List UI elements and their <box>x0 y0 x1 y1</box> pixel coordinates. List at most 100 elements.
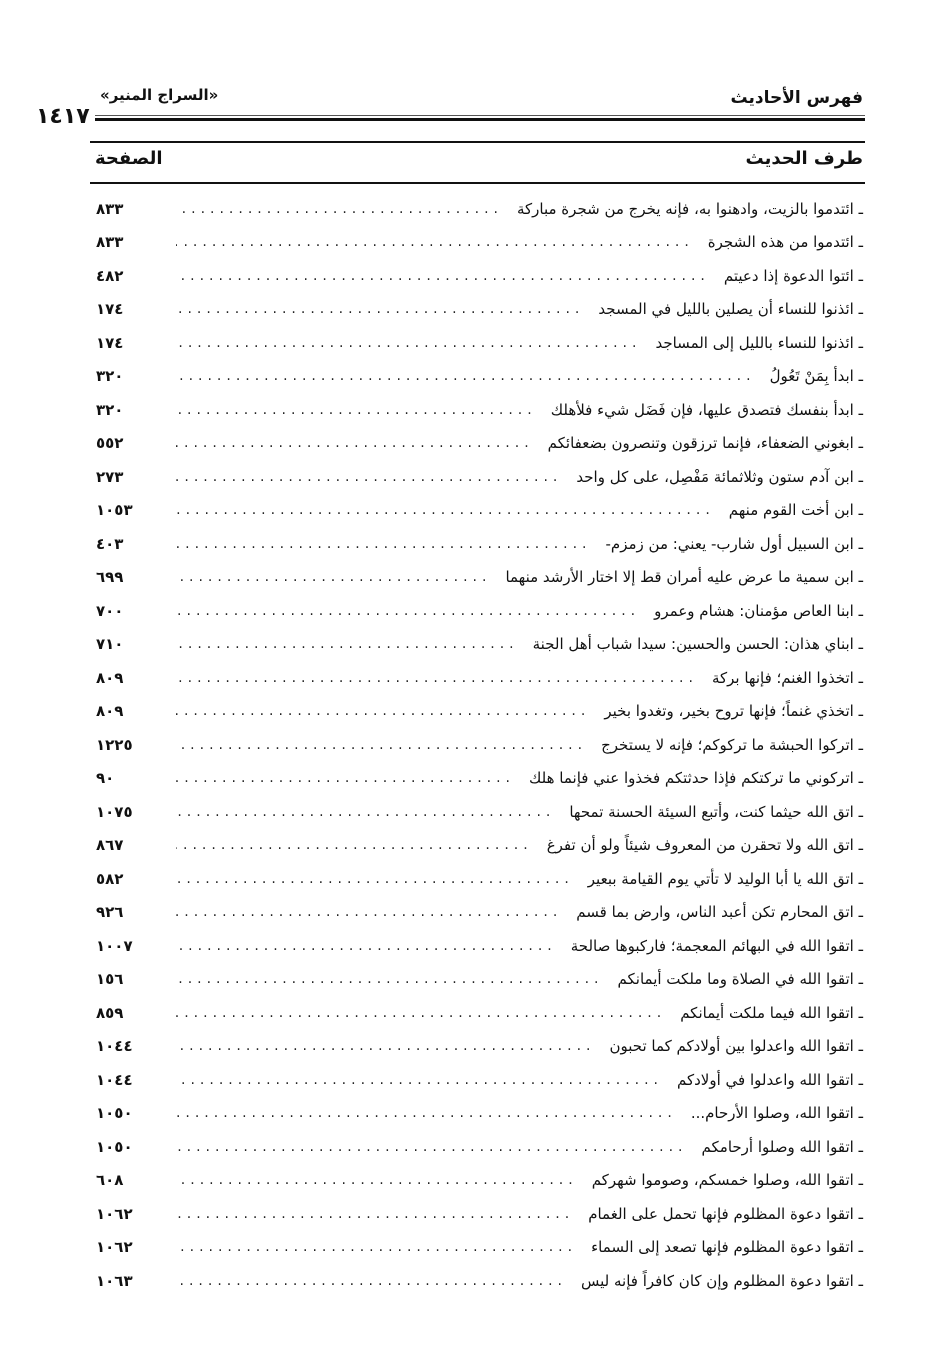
hadith-text: ـ اتقوا الله في الصلاة وما ملكت أيمانكم <box>617 970 863 989</box>
page-ref: ١٠٦٢ <box>96 1238 133 1257</box>
page-ref: ٨٠٩ <box>96 702 124 721</box>
index-entry: ـ ابن سمية ما عرض عليه أمران قط إلا اختا… <box>92 561 863 595</box>
hadith-text: ـ اتق المحارم تكن أعبد الناس، وارض بما ق… <box>576 903 863 922</box>
index-entry: ـ اتركوني ما تركتكم فإذا حدثتكم فخذوا عن… <box>92 762 863 796</box>
leader-dots: ........................................… <box>176 301 585 318</box>
index-entry: ـ ابناي هذان: الحسن والحسين: سيدا شباب أ… <box>92 628 863 662</box>
header-rule-thin <box>95 115 865 116</box>
leader-dots: ........................................… <box>176 971 604 988</box>
hadith-text: ـ اتقوا الله، وصلوا خمسكم، وصوموا شهركم <box>591 1171 863 1190</box>
hadith-text: ـ اتقوا الله في البهائم المعجمة؛ فاركبوه… <box>570 936 863 955</box>
page-ref: ٨٥٩ <box>96 1003 124 1022</box>
leader-dots: ........................................… <box>176 803 556 820</box>
index-entry: ـ ابنا العاص مؤمنان: هشام وعمرو.........… <box>92 594 863 628</box>
page-ref: ٤٨٢ <box>96 266 124 285</box>
leader-dots: ........................................… <box>176 904 563 921</box>
hadith-text: ـ ابن آدم ستون وثلاثمائة مَفْصِل، على كل… <box>576 467 863 486</box>
hadith-text: ـ اتق الله يا أبا الوليد لا تأتي يوم الق… <box>587 869 863 888</box>
leader-dots: ........................................… <box>176 1138 688 1155</box>
index-entry: ـ اتقوا الله في الصلاة وما ملكت أيمانكم.… <box>92 963 863 997</box>
leader-dots: ........................................… <box>176 1239 578 1256</box>
table-top-rule <box>90 141 865 143</box>
leader-dots: ........................................… <box>176 569 492 586</box>
index-entry: ـ اتق الله يا أبا الوليد لا تأتي يوم الق… <box>92 862 863 896</box>
leader-dots: ........................................… <box>176 1038 596 1055</box>
index-entry: ـ اتقوا الله فيما ملكت أيمانكم..........… <box>92 996 863 1030</box>
page-ref: ١٧٤ <box>96 300 124 319</box>
leader-dots: ........................................… <box>176 435 534 452</box>
page-ref: ١٢٢٥ <box>96 735 133 754</box>
leader-dots: ........................................… <box>176 267 710 284</box>
page-number: ١٤١٧ <box>36 104 90 129</box>
leader-dots: ........................................… <box>176 770 516 787</box>
leader-dots: ........................................… <box>176 703 591 720</box>
hadith-text: ـ ابناي هذان: الحسن والحسين: سيدا شباب أ… <box>532 635 863 654</box>
index-entry: ـ اتخذوا الغنم؛ فإنها بركة..............… <box>92 661 863 695</box>
index-entry: ـ اتق الله ولا تحقرن من المعروف شيئاً ول… <box>92 829 863 863</box>
page-ref: ٢٧٣ <box>96 467 124 486</box>
index-entry: ـ اتق الله حيثما كنت، وأتبع السيئة الحسن… <box>92 795 863 829</box>
leader-dots: ........................................… <box>176 1172 578 1189</box>
leader-dots: ........................................… <box>176 401 537 418</box>
index-entry: ـ اتقوا الله وصلوا أرحامكم..............… <box>92 1130 863 1164</box>
index-entry: ـ اتقوا الله في البهائم المعجمة؛ فاركبوه… <box>92 929 863 963</box>
leader-dots: ........................................… <box>176 636 519 653</box>
page-ref: ١٠٦٢ <box>96 1204 133 1223</box>
index-entry: ـ ائذنوا للنساء بالليل إلى المساجد......… <box>92 326 863 360</box>
index-entry: ـ اتقوا الله، وصلوا خمسكم، وصوموا شهركم.… <box>92 1164 863 1198</box>
page-ref: ٨٦٧ <box>96 836 124 855</box>
index-entry: ـ ابن أخت القوم منهم....................… <box>92 494 863 528</box>
index-entry: ـ اتق المحارم تكن أعبد الناس، وارض بما ق… <box>92 896 863 930</box>
index-entry: ـ اتخذي غنماً؛ فإنها تروح بخير، وتغدوا ب… <box>92 695 863 729</box>
leader-dots: ........................................… <box>176 1004 667 1021</box>
page-ref: ٥٨٢ <box>96 869 124 888</box>
page-ref: ١٠٤٤ <box>96 1037 133 1056</box>
hadith-text: ـ اتقوا الله واعدلوا بين أولادكم كما تحب… <box>609 1037 863 1056</box>
running-header-book: «السراج المنير» <box>100 86 219 104</box>
leader-dots: ........................................… <box>176 234 694 251</box>
index-entry: ـ ابدأ بنفسك فتصدق عليها، فإن فَضَل شيء … <box>92 393 863 427</box>
leader-dots: ........................................… <box>176 1105 677 1122</box>
page-ref: ٨٠٩ <box>96 668 124 687</box>
hadith-text: ـ ائتوا الدعوة إذا دعيتم <box>723 266 863 285</box>
index-entry: ـ اتركوا الحبشة ما تركوكم؛ فإنه لا يستخر… <box>92 728 863 762</box>
leader-dots: ........................................… <box>176 1071 663 1088</box>
page-ref: ١٠٥٠ <box>96 1104 133 1123</box>
hadith-text: ـ اتركوني ما تركتكم فإذا حدثتكم فخذوا عن… <box>529 769 863 788</box>
hadith-text: ـ ابن أخت القوم منهم <box>728 501 863 520</box>
index-entry: ـ اتقوا الله واعدلوا في أولادكم.........… <box>92 1063 863 1097</box>
hadith-text: ـ ابدأ بِمَنْ تَعُولُ <box>769 367 863 386</box>
hadith-text: ـ ائتدموا من هذه الشجرة <box>707 233 863 252</box>
hadith-text: ـ اتقوا الله فيما ملكت أيمانكم <box>680 1003 863 1022</box>
page-ref: ١٠٤٤ <box>96 1070 133 1089</box>
header-rule <box>95 118 865 121</box>
page-ref: ٩٢٦ <box>96 903 124 922</box>
index-entry: ـ ابدأ بِمَنْ تَعُولُ...................… <box>92 360 863 394</box>
hadith-text: ـ ائتدموا بالزيت، وادهنوا به، فإنه يخرج … <box>516 199 863 218</box>
page-ref: ١٠٧٥ <box>96 802 133 821</box>
hadith-text: ـ اتركوا الحبشة ما تركوكم؛ فإنه لا يستخر… <box>601 735 863 754</box>
leader-dots: ........................................… <box>176 468 563 485</box>
index-entry: ـ ائتوا الدعوة إذا دعيتم................… <box>92 259 863 293</box>
column-header-page: الصفحة <box>95 148 163 169</box>
page-ref: ٨٣٣ <box>96 233 124 252</box>
hadith-text: ـ ائذنوا للنساء أن يصلين بالليل في المسج… <box>598 300 863 319</box>
hadith-text: ـ اتقوا الله واعدلوا في أولادكم <box>677 1070 863 1089</box>
leader-dots: ........................................… <box>176 1205 575 1222</box>
page-ref: ١٠٥٠ <box>96 1137 133 1156</box>
leader-dots: ........................................… <box>176 502 715 519</box>
index-entry: ـ ائتدموا من هذه الشجرة.................… <box>92 226 863 260</box>
page-ref: ٧١٠ <box>96 635 124 654</box>
leader-dots: ........................................… <box>176 837 533 854</box>
leader-dots: ........................................… <box>176 1272 567 1289</box>
hadith-text: ـ ابن سمية ما عرض عليه أمران قط إلا اختا… <box>505 568 863 587</box>
index-list: ـ ائتدموا بالزيت، وادهنوا به، فإنه يخرج … <box>92 192 863 1298</box>
column-header-rule <box>90 182 865 184</box>
leader-dots: ........................................… <box>176 200 503 217</box>
hadith-text: ـ ائذنوا للنساء بالليل إلى المساجد <box>655 333 863 352</box>
hadith-text: ـ ابدأ بنفسك فتصدق عليها، فإن فَضَل شيء … <box>550 400 863 419</box>
hadith-text: ـ اتق الله ولا تحقرن من المعروف شيئاً ول… <box>546 836 863 855</box>
hadith-text: ـ ابن السبيل أول شارب- يعني: من زمزم- <box>605 534 864 553</box>
index-entry: ـ ائتدموا بالزيت، وادهنوا به، فإنه يخرج … <box>92 192 863 226</box>
hadith-text: ـ اتقوا الله، وصلوا الأرحام... <box>690 1104 863 1123</box>
